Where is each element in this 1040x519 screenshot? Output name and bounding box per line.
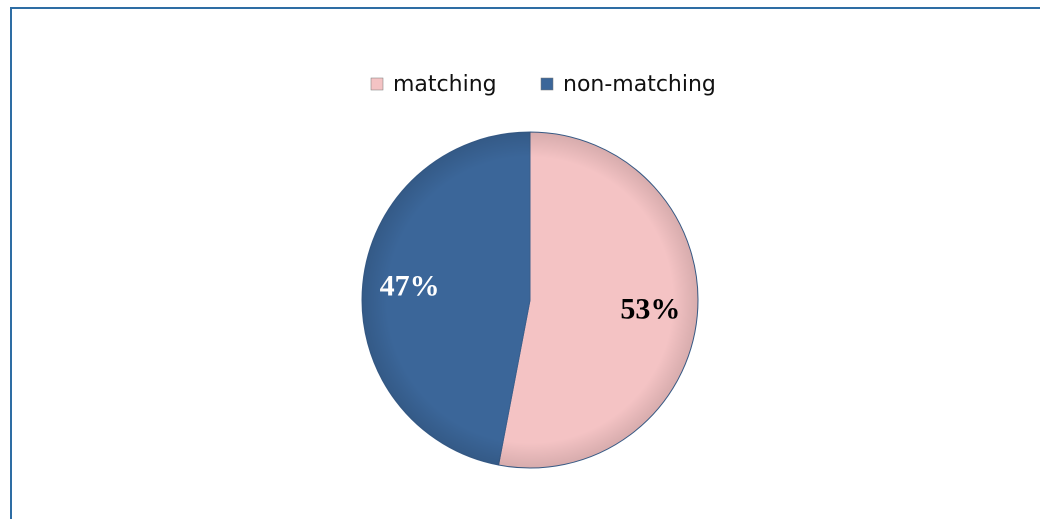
legend-label: non-matching xyxy=(563,72,716,97)
legend-swatch xyxy=(540,77,554,91)
legend: matching non-matching xyxy=(370,72,716,97)
legend-label: matching xyxy=(393,72,497,97)
pie: 53% 47% xyxy=(361,131,699,469)
data-label: 47% xyxy=(380,270,440,303)
legend-swatch xyxy=(370,77,384,91)
data-label: 53% xyxy=(620,292,680,325)
